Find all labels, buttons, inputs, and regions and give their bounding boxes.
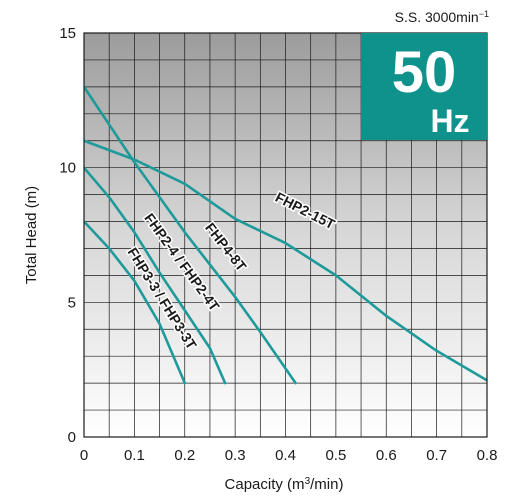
speed-note: S.S. 3000min−1 [395, 9, 489, 25]
y-tick-label: 0 [68, 429, 76, 446]
x-tick-label: 0.1 [124, 447, 145, 464]
grid [84, 33, 487, 437]
x-tick-label: 0.2 [174, 447, 195, 464]
x-tick-label: 0.7 [426, 447, 447, 464]
series-line [84, 166, 227, 385]
y-axis-ticks: 0 5 10 15 [59, 25, 76, 446]
series-line [84, 85, 297, 385]
y-tick-label: 15 [59, 25, 76, 42]
x-axis-ticks: 0 0.1 0.2 0.3 0.4 0.5 0.6 0.7 0.8 [80, 447, 498, 464]
performance-curves [84, 85, 487, 385]
frequency-value: 50 [392, 40, 457, 105]
y-tick-label: 5 [68, 294, 76, 311]
x-tick-label: 0.3 [225, 447, 246, 464]
y-axis-label: Total Head (m) [23, 186, 40, 284]
x-tick-label: 0.4 [275, 447, 296, 464]
series-line [84, 139, 487, 382]
plot-frame [83, 32, 488, 438]
series-line [84, 220, 187, 385]
frequency-badge [361, 33, 487, 140]
frequency-unit: Hz [430, 103, 469, 139]
x-tick-label: 0.5 [325, 447, 346, 464]
x-tick-label: 0.8 [477, 447, 498, 464]
x-tick-label: 0.6 [376, 447, 397, 464]
x-tick-label: 0 [80, 447, 88, 464]
x-axis-label: Capacity (m3/min) [225, 476, 344, 494]
y-tick-label: 10 [59, 160, 76, 177]
